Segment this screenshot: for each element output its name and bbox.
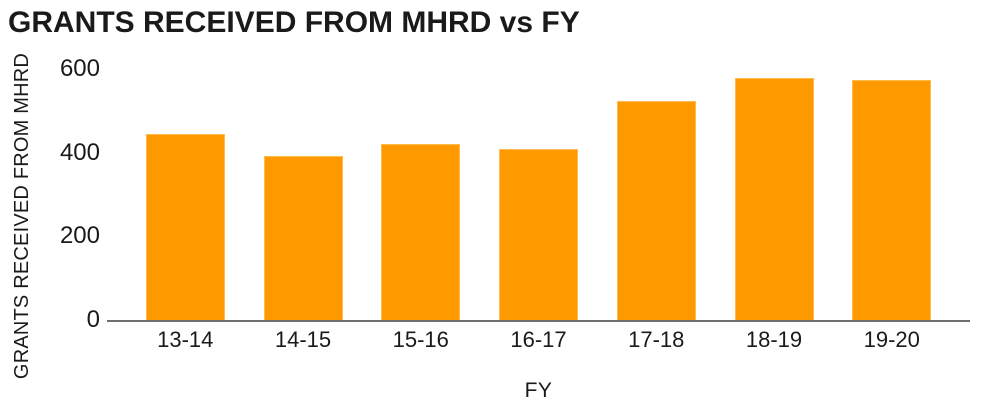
- y-axis-title: GRANTS RECEIVED FROM MHRD: [11, 52, 33, 380]
- y-tick-label-0: 0: [86, 306, 100, 333]
- x-tick-label-16-17: 16-17: [510, 327, 567, 352]
- bar-16-17[interactable]: [499, 149, 578, 320]
- x-tick-label-15-16: 15-16: [392, 327, 449, 352]
- bar-13-14[interactable]: [145, 134, 225, 320]
- x-tick-label-17-18: 17-18: [628, 327, 685, 352]
- x-tick-label-13-14: 13-14: [157, 327, 214, 352]
- x-axis-title: FY: [524, 379, 553, 402]
- bar-14-15[interactable]: [263, 156, 343, 320]
- x-tick-label-19-20: 19-20: [863, 327, 920, 352]
- x-tick-label-18-19: 18-19: [745, 327, 803, 352]
- y-tick-label-400: 400: [59, 138, 100, 166]
- x-tick-label-14-15: 14-15: [274, 327, 332, 352]
- bar-19-20[interactable]: [852, 79, 932, 320]
- x-axis-tick-labels: 13-14 14-15 15-16 16-17 17-18 18-19 19-20: [107, 327, 970, 353]
- plot-area: 0 200 400 600: [60, 57, 970, 332]
- bar-18-19[interactable]: [734, 78, 814, 320]
- chart-title: GRANTS RECEIVED FROM MHRD vs FY: [8, 6, 580, 39]
- y-tick-label-200: 200: [59, 222, 100, 250]
- y-tick-label-600: 600: [59, 55, 100, 82]
- bar-17-18[interactable]: [616, 100, 696, 320]
- bar-15-16[interactable]: [381, 144, 461, 320]
- bar-series: [107, 69, 970, 320]
